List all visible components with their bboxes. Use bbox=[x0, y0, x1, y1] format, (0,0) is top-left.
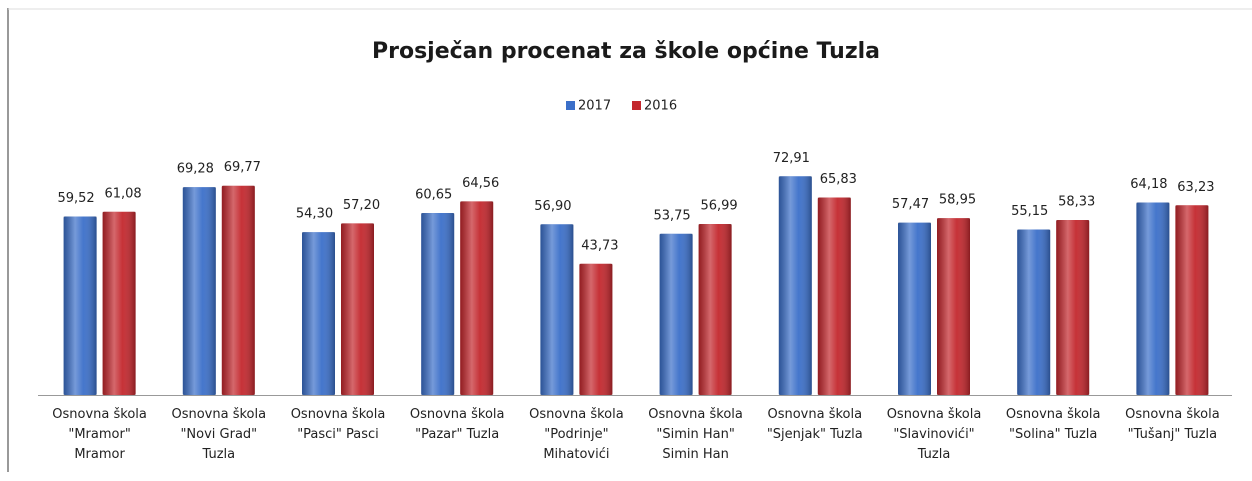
bar bbox=[579, 263, 613, 395]
x-tick-label: Osnovna škola "Pazar" Tuzla bbox=[410, 407, 505, 442]
x-tick-label: Osnovna škola "Slavinovići" Tuzla bbox=[887, 407, 982, 462]
value-label: 69,77 bbox=[224, 160, 261, 175]
x-tick-label: Osnovna škola "Solina" Tuzla bbox=[1006, 407, 1101, 442]
bar bbox=[1136, 202, 1170, 395]
value-label: 65,83 bbox=[820, 172, 857, 187]
legend-label: 2016 bbox=[644, 99, 677, 114]
x-tick-label: Osnovna škola "Podrinje" Mihatovići bbox=[529, 407, 624, 462]
value-label: 57,47 bbox=[892, 197, 929, 212]
bar bbox=[698, 224, 732, 395]
bar bbox=[937, 218, 970, 395]
bar bbox=[898, 222, 931, 395]
x-tick-label: Osnovna škola "Mramor" Mramor bbox=[52, 407, 147, 462]
bar bbox=[63, 216, 97, 395]
value-label: 56,90 bbox=[534, 199, 571, 214]
value-label: 54,30 bbox=[296, 207, 333, 222]
value-label: 59,52 bbox=[57, 191, 94, 206]
value-label: 43,73 bbox=[581, 238, 618, 253]
bar bbox=[778, 176, 812, 395]
value-label: 64,56 bbox=[462, 176, 499, 191]
value-label: 64,18 bbox=[1130, 177, 1167, 192]
legend-label: 2017 bbox=[578, 99, 611, 114]
value-label: 63,23 bbox=[1177, 180, 1214, 195]
value-label: 69,28 bbox=[177, 162, 214, 177]
x-tick-label: Osnovna škola "Sjenjak" Tuzla bbox=[767, 407, 863, 442]
bar bbox=[817, 197, 851, 395]
bar bbox=[341, 223, 374, 395]
value-label: 58,95 bbox=[939, 193, 976, 208]
value-label: 56,99 bbox=[700, 199, 737, 214]
value-label: 57,20 bbox=[343, 198, 380, 213]
bar bbox=[302, 232, 335, 395]
bar bbox=[182, 187, 216, 395]
legend-swatch bbox=[566, 101, 575, 110]
value-label: 53,75 bbox=[653, 208, 690, 223]
value-label: 58,33 bbox=[1058, 195, 1095, 210]
bar bbox=[659, 233, 693, 395]
bar bbox=[421, 213, 455, 395]
legend-swatch bbox=[632, 101, 641, 110]
bar bbox=[1056, 220, 1090, 395]
chart-title: Prosječan procenat za škole općine Tuzla bbox=[372, 39, 880, 64]
x-tick-label: Osnovna škola "Tušanj" Tuzla bbox=[1125, 407, 1220, 442]
value-label: 61,08 bbox=[104, 186, 141, 201]
x-tick-label: Osnovna škola "Simin Han" Simin Han bbox=[648, 407, 743, 462]
x-tick-label: Osnovna škola "Novi Grad" Tuzla bbox=[171, 407, 266, 462]
bar bbox=[460, 201, 494, 395]
bar bbox=[221, 185, 255, 395]
bar bbox=[1017, 229, 1051, 395]
x-tick-label: Osnovna škola "Pasci" Pasci bbox=[291, 407, 386, 442]
bar bbox=[102, 211, 136, 395]
bar bbox=[1175, 205, 1209, 395]
value-label: 55,15 bbox=[1011, 204, 1048, 219]
bar bbox=[540, 224, 574, 395]
value-label: 72,91 bbox=[773, 151, 810, 166]
value-label: 60,65 bbox=[415, 188, 452, 203]
